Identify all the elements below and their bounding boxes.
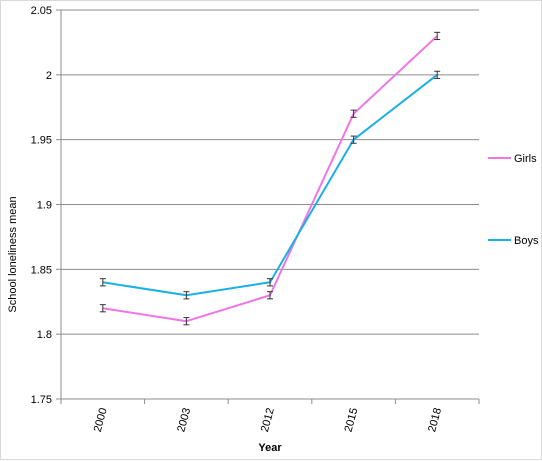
x-axis-title: Year (258, 442, 282, 454)
x-tick-label: 2003 (175, 407, 193, 434)
error-bar (267, 278, 273, 287)
error-bar (183, 291, 190, 300)
x-tick-label: 2018 (426, 407, 444, 434)
y-tick-label: 1.85 (31, 264, 52, 276)
legend-label-boys: Boys (514, 235, 539, 247)
y-tick-label: 1.75 (31, 394, 52, 406)
legend-label-girls: Girls (514, 153, 537, 165)
y-tick-label: 2 (46, 70, 52, 82)
error-bar (434, 70, 441, 79)
error-bar (99, 304, 106, 313)
y-axis-title: School loneliness mean (7, 196, 19, 312)
legend: Girls Boys (488, 153, 539, 247)
error-bar (434, 31, 441, 41)
y-tick-label: 1.8 (37, 329, 52, 341)
series-lines (99, 31, 441, 326)
x-tick-label: 2015 (343, 407, 361, 434)
gridlines (61, 9, 479, 335)
error-bar (350, 135, 357, 144)
error-bar (350, 109, 357, 118)
error-bar (267, 291, 273, 300)
series-line-boys (102, 74, 438, 297)
y-tick-label: 1.95 (31, 135, 52, 147)
x-tick-label: 2000 (92, 407, 110, 434)
error-bar (99, 278, 106, 287)
x-tick-label: 2012 (259, 407, 277, 434)
y-tick-label: 2.05 (31, 5, 52, 17)
axes: 1.75 1.8 1.85 1.9 1.95 2 2.05 2000 2003 2012 2015 2… (31, 5, 480, 434)
error-bar (183, 317, 190, 326)
y-tick-label: 1.9 (37, 200, 52, 212)
